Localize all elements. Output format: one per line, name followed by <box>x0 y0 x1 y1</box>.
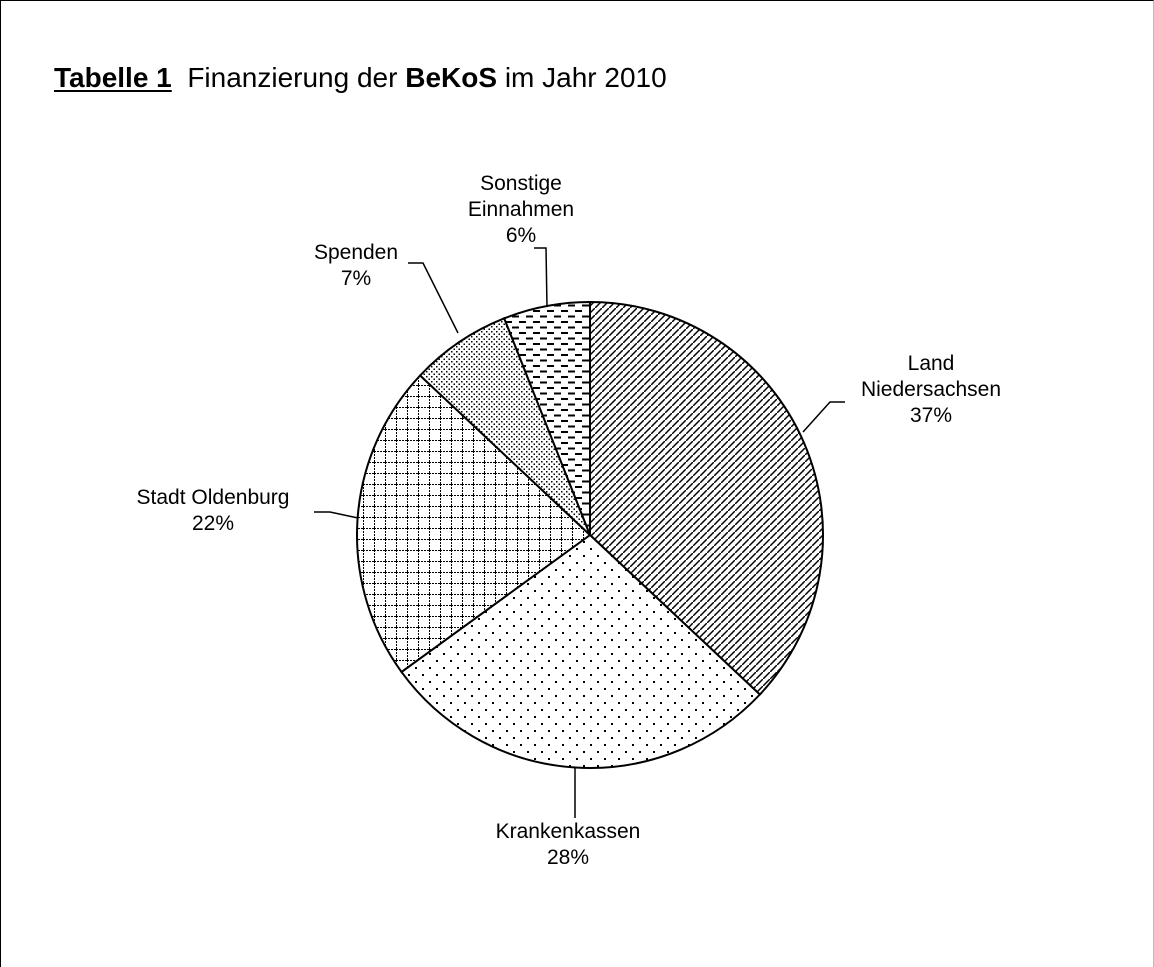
slice-label-stadt-oldenburg: Stadt Oldenburg 22% <box>137 486 290 535</box>
leader-line-spenden <box>408 262 459 334</box>
slice-label-line: Sonstige <box>480 172 562 195</box>
slice-label-line: 37% <box>910 404 952 427</box>
slice-label-line: Stadt Oldenburg <box>137 486 290 509</box>
leader-line-stadt-oldenburg <box>314 511 359 519</box>
pie-slice-spenden <box>418 317 591 536</box>
chart-title: Tabelle 1 Finanzierung der BeKoS im Jahr… <box>54 61 667 95</box>
slice-label-spenden: Spenden 7% <box>314 241 398 290</box>
slice-label-land-niedersachsen: Land Niedersachsen 37% <box>861 352 1001 427</box>
pie-slice-krankenkassen <box>400 533 762 769</box>
slice-label-sonstige-einnahmen: Sonstige Einnahmen 6% <box>468 172 574 247</box>
pie-slices <box>356 300 824 769</box>
slice-label-line: Niedersachsen <box>861 378 1001 401</box>
pie-leader-lines <box>314 247 845 818</box>
slice-label-krankenkassen: Krankenkassen 28% <box>496 820 641 869</box>
pie-slice-land-niedersachsen <box>589 300 824 696</box>
title-bold-word: BeKoS <box>405 62 498 93</box>
slice-label-line: Krankenkassen <box>496 820 641 843</box>
slice-label-line: Spenden <box>314 241 398 264</box>
leader-line-sonstige-einnahmen <box>534 247 548 308</box>
slice-label-line: 7% <box>341 267 371 290</box>
slice-label-line: Land <box>908 352 955 375</box>
title-text-after: im Jahr 2010 <box>504 62 667 93</box>
slice-label-line: 28% <box>547 846 589 869</box>
title-text-before: Finanzierung der <box>187 62 398 93</box>
table-number-label: Tabelle 1 <box>54 62 172 93</box>
pie-labels: Land Niedersachsen 37% Krankenkassen 28% Stad… <box>137 172 1002 869</box>
slice-label-line: 22% <box>192 512 234 535</box>
slice-label-line: Einnahmen <box>468 198 574 221</box>
slice-label-line: 6% <box>506 224 536 247</box>
pie-slice-stadt-oldenburg <box>356 374 592 674</box>
leader-line-land-niedersachsen <box>802 401 845 433</box>
